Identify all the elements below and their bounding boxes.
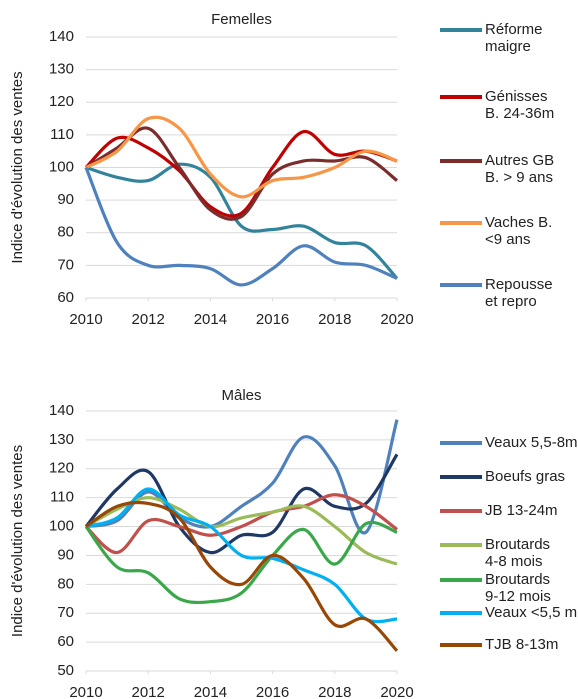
y-axis-label: Indice d'évolution des ventes: [9, 71, 26, 263]
chart-title: Mâles: [221, 387, 261, 404]
y-tick-label: 110: [50, 489, 74, 506]
data-line: [84, 453, 399, 555]
data-line: [85, 487, 398, 624]
x-tick-label: 2014: [194, 311, 227, 328]
y-tick-label: 60: [57, 633, 74, 650]
y-tick-label: 70: [57, 256, 74, 273]
legend-label: Réforme maigre: [485, 21, 543, 55]
data-line: [84, 166, 398, 287]
y-tick-label: 50: [57, 662, 74, 679]
y-tick-label: 120: [49, 93, 74, 110]
data-line: [85, 500, 399, 652]
data-line: [85, 419, 399, 535]
x-tick-label: 2014: [194, 684, 227, 699]
y-axis-label: Indice d'évolution des ventes: [9, 445, 26, 637]
data-line: [84, 130, 398, 218]
chart-title: Femelles: [211, 11, 272, 28]
legend-label: TJB 8-13m: [485, 636, 559, 653]
legend-label: Boeufs gras: [485, 468, 566, 485]
data-line: [84, 520, 398, 605]
y-tick-label: 80: [57, 224, 74, 241]
y-tick-label: 140: [49, 28, 74, 45]
y-tick-label: 100: [49, 158, 74, 175]
x-tick-label: 2016: [256, 684, 289, 699]
x-tick-label: 2020: [380, 311, 413, 328]
data-line: [85, 115, 398, 199]
legend-label: Veaux 5,5-8m: [485, 434, 578, 451]
legend-label: Génisses B. 24-36m: [485, 88, 555, 122]
data-line: [85, 496, 398, 566]
data-line: [84, 493, 398, 555]
x-tick-label: 2018: [318, 311, 351, 328]
legend-label: JB 13-24m: [485, 502, 558, 519]
y-tick-label: 130: [49, 61, 74, 78]
legend-label: Broutards 9-12 mois: [485, 571, 551, 605]
legend-label: Vaches B. <9 ans: [485, 214, 553, 248]
x-tick-label: 2016: [256, 311, 289, 328]
legend-label: Autres GB B. > 9 ans: [485, 152, 555, 186]
x-tick-label: 2012: [132, 684, 165, 699]
y-tick-label: 90: [57, 546, 74, 563]
legend-label: Broutards 4-8 mois: [485, 536, 551, 570]
y-tick-label: 120: [49, 460, 74, 477]
y-tick-label: 70: [57, 604, 74, 621]
x-tick-label: 2010: [69, 311, 102, 328]
y-tick-label: 130: [49, 431, 74, 448]
data-line: [85, 162, 399, 280]
x-tick-label: 2012: [132, 311, 165, 328]
data-line: [85, 126, 398, 221]
x-tick-label: 2010: [69, 684, 102, 699]
y-tick-label: 140: [49, 402, 74, 419]
legend-label: Repousse et repro: [485, 276, 553, 310]
y-tick-label: 100: [49, 518, 74, 535]
legend-label: Veaux <5,5 m: [485, 604, 578, 621]
y-tick-label: 60: [57, 289, 74, 306]
y-tick-label: 110: [50, 126, 74, 143]
y-tick-label: 90: [57, 191, 74, 208]
x-tick-label: 2018: [318, 684, 351, 699]
x-tick-label: 2020: [380, 684, 413, 699]
y-tick-label: 80: [57, 575, 74, 592]
